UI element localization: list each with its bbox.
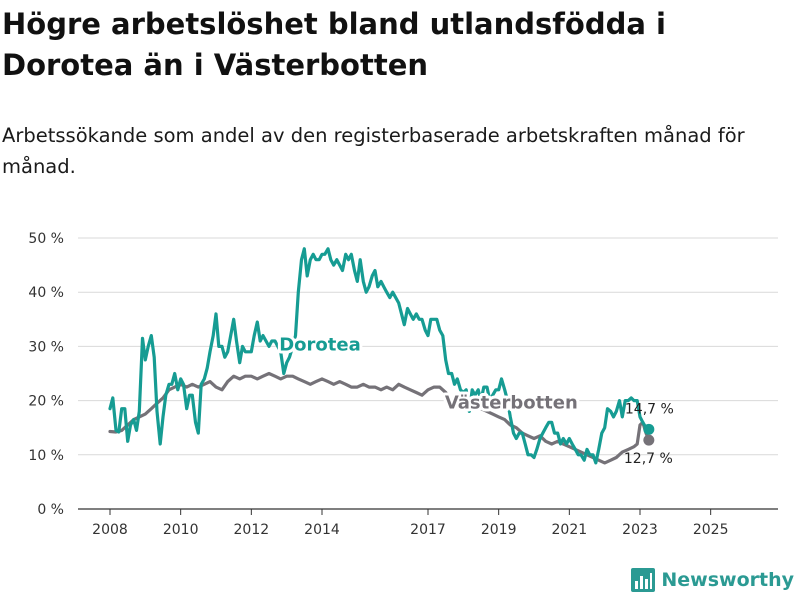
- brand-logo: Newsworthy: [631, 568, 794, 592]
- dorotea-line: [108, 247, 651, 465]
- vasterbotten-series-label: Västerbotten: [445, 393, 578, 414]
- x-tick-label: 2021: [552, 522, 588, 538]
- y-tick-label: 0 %: [37, 502, 64, 518]
- chart-title: Högre arbetslöshet bland utlandsfödda i …: [2, 7, 666, 82]
- bar-chart-logo-icon: [631, 568, 656, 592]
- dorotea-end-label: 14,7 %: [625, 401, 674, 417]
- chart-subtitle: Arbetssökande som andel av den registerb…: [2, 124, 745, 178]
- y-tick-label: 40 %: [28, 285, 64, 301]
- vasterbotten-end-point: [643, 434, 655, 446]
- vasterbotten-end-label: 12,7 %: [624, 451, 673, 467]
- y-tick-label: 20 %: [28, 394, 64, 410]
- gridlines: [78, 237, 778, 510]
- x-tick-label: 2023: [622, 522, 658, 538]
- y-tick-label: 50 %: [28, 231, 64, 247]
- x-tick-label: 2014: [304, 522, 340, 538]
- brand-name: Newsworthy: [661, 569, 794, 591]
- dorotea-series-label: Dorotea: [279, 334, 361, 355]
- series-lines: [108, 247, 651, 465]
- y-tick-label: 10 %: [28, 448, 64, 464]
- x-axis: 2008 2010 2012 2014 2017 2019 2021 2023 2025: [92, 509, 728, 538]
- y-axis: 0 % 10 % 20 % 30 % 40 % 50 %: [28, 231, 64, 518]
- x-tick-label: 2012: [234, 522, 270, 538]
- dorotea-end-point: [643, 423, 655, 435]
- vasterbotten-series-label-halo: Västerbotten: [445, 393, 578, 414]
- x-tick-label: 2019: [481, 522, 517, 538]
- x-tick-label: 2017: [410, 522, 446, 538]
- x-tick-label: 2010: [163, 522, 199, 538]
- y-tick-label: 30 %: [28, 339, 64, 355]
- x-tick-label: 2008: [92, 522, 128, 538]
- vasterbotten-line: [108, 371, 651, 465]
- dorotea-series-label-halo: Dorotea: [279, 334, 361, 355]
- x-tick-label: 2025: [693, 522, 729, 538]
